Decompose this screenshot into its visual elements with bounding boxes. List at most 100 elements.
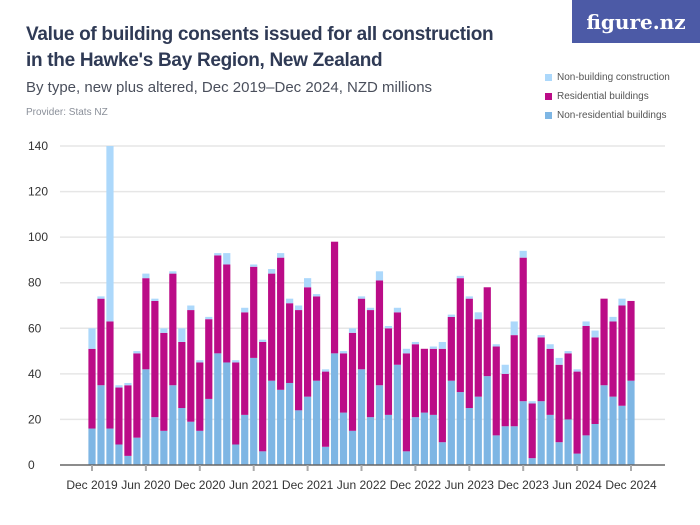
bar-segment <box>393 364 402 465</box>
bar-segment <box>133 353 141 438</box>
bar-segment <box>564 351 572 354</box>
bar-segment <box>483 376 491 465</box>
bar-segment <box>501 373 509 427</box>
bar-segment <box>339 353 348 413</box>
bar-segment <box>546 344 554 349</box>
bar-segment <box>214 255 222 354</box>
bar-segment <box>519 250 527 258</box>
bar-segment <box>627 380 635 465</box>
bar-segment <box>268 269 276 274</box>
bar-segment <box>366 307 375 311</box>
bar-segment <box>259 451 267 465</box>
x-tick-label: Dec 2022 <box>390 478 442 492</box>
bar-segment <box>591 337 599 424</box>
legend: Non-building construction Residential bu… <box>545 68 670 125</box>
legend-swatch <box>545 93 552 100</box>
bar-segment <box>600 385 608 465</box>
bar-segment <box>402 348 411 354</box>
bar-segment <box>564 353 572 420</box>
bar-segment <box>492 346 500 436</box>
bar-segment <box>133 351 141 354</box>
bar-segment <box>250 264 258 267</box>
bar-segment <box>115 385 123 388</box>
bar-segment <box>582 326 590 436</box>
bar-segment <box>241 307 249 313</box>
figure-nz-logo[interactable]: figure.nz <box>572 0 700 43</box>
y-tick-label: 40 <box>28 367 42 381</box>
bar-segment <box>582 435 590 465</box>
bar-segment <box>133 437 141 465</box>
bar-segment <box>115 387 123 445</box>
bar-segment <box>384 414 393 465</box>
bar-segment <box>429 346 437 349</box>
bar-segment <box>321 369 330 372</box>
bar-segment <box>609 316 617 322</box>
bar-segment <box>295 310 303 411</box>
bar-segment <box>88 348 96 429</box>
bar-segment <box>366 417 375 465</box>
bar-segment <box>447 314 455 317</box>
bar-segment <box>474 319 482 397</box>
bar-segment <box>259 341 267 452</box>
bar-segment <box>375 280 384 386</box>
bar-segment <box>97 385 105 465</box>
bar-segment <box>429 348 437 415</box>
x-tick-label: Dec 2021 <box>282 478 334 492</box>
bar-segment <box>330 241 339 354</box>
bar-segment <box>573 371 581 454</box>
bar-segment <box>142 273 150 279</box>
bar-segment <box>348 328 357 333</box>
y-tick-label: 100 <box>28 230 48 244</box>
chart-subtitle: By type, new plus altered, Dec 2019–Dec … <box>26 79 433 96</box>
bar-segment <box>474 396 482 465</box>
bar-segment <box>321 371 330 447</box>
bar-segment <box>232 360 240 363</box>
x-tick-label: Dec 2019 <box>66 478 118 492</box>
bar-segment <box>357 296 366 299</box>
bar-segment <box>537 337 545 402</box>
x-tick-label: Dec 2020 <box>174 478 226 492</box>
bar-segment <box>519 257 527 402</box>
bar-segment <box>420 412 428 465</box>
bar-segment <box>555 442 563 465</box>
bar-segment <box>196 362 204 431</box>
bar-segment <box>537 401 545 465</box>
bar-segment <box>465 296 473 299</box>
bar-segment <box>411 344 419 418</box>
bar-segment <box>609 321 617 397</box>
bar-segment <box>456 275 464 279</box>
bar-segment <box>124 455 132 465</box>
bar-segment <box>124 382 132 386</box>
bar-segment <box>618 298 626 306</box>
bar-segment <box>106 321 114 429</box>
bar-segment <box>115 444 123 465</box>
bar-segment <box>223 253 231 265</box>
bar-segment <box>411 417 419 465</box>
bar-segment <box>348 430 357 465</box>
legend-swatch <box>545 74 552 81</box>
bar-segment <box>357 369 366 465</box>
bar-segment <box>312 296 321 381</box>
bar-segment <box>519 401 527 465</box>
bar-segment <box>232 362 240 445</box>
bar-segment <box>546 348 554 415</box>
legend-swatch <box>545 112 552 119</box>
bar-segment <box>402 353 411 452</box>
bar-segment <box>151 300 159 418</box>
legend-label: Non-building construction <box>557 72 670 83</box>
legend-label: Non-residential buildings <box>557 110 667 121</box>
bar-segment <box>169 273 177 386</box>
bar-segment <box>169 271 177 274</box>
bar-segment <box>88 428 96 465</box>
bar-segment <box>124 385 132 456</box>
bar-segment <box>205 316 213 320</box>
x-tick-label: Jun 2021 <box>229 478 279 492</box>
bar-segment <box>97 298 105 386</box>
bar-segment <box>178 328 186 342</box>
y-tick-label: 0 <box>28 458 35 472</box>
bar-segment <box>456 392 464 465</box>
legend-label: Residential buildings <box>557 91 649 102</box>
bar-segment <box>420 348 428 413</box>
bar-segment <box>528 401 536 404</box>
bar-segment <box>142 369 150 465</box>
